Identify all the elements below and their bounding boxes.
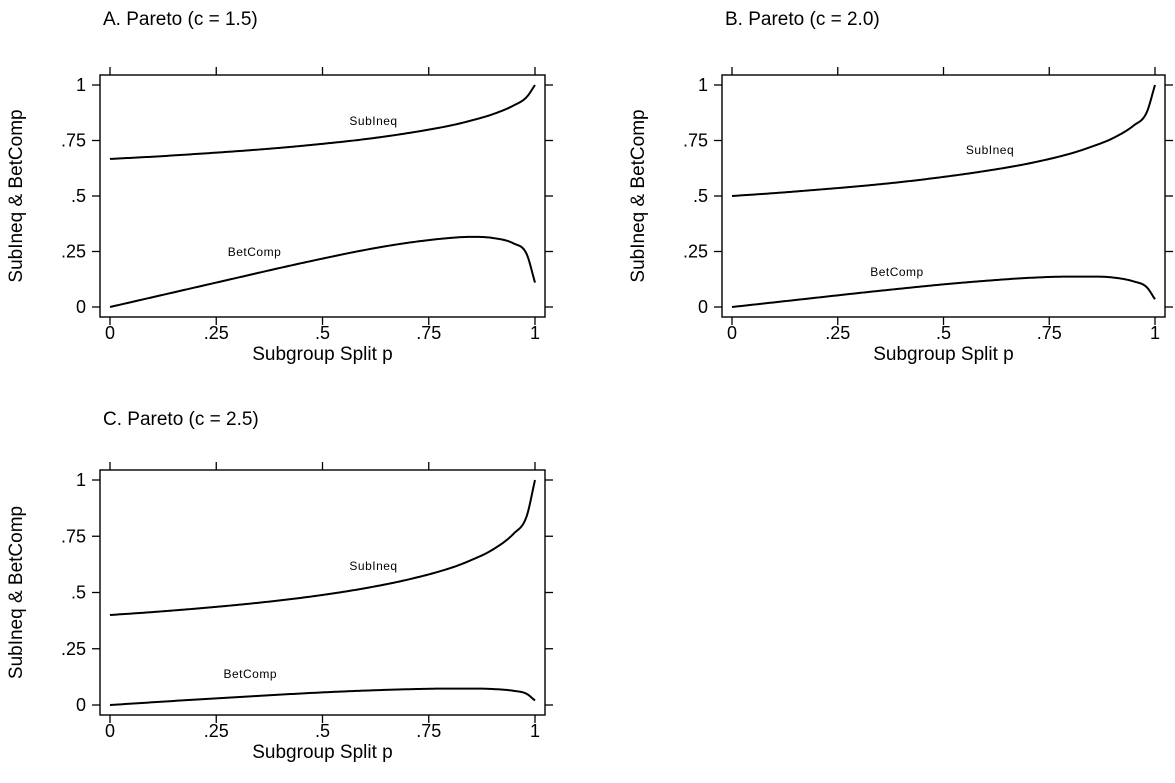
panel-b-series-betcomp-line <box>731 275 1156 308</box>
panel-b-series-subineq-line <box>731 84 1156 197</box>
panel-b-ylabel: SubIneq & BetComp <box>628 109 649 282</box>
panel-a-xtick-label: 1 <box>530 323 540 343</box>
panel-b-xtick-label: 1 <box>1150 323 1160 343</box>
panel-b-frame <box>721 74 1166 318</box>
panel-b-xlabel: Subgroup Split p <box>873 344 1014 365</box>
panel-c-xtick-label: .25 <box>204 721 229 741</box>
panel-a-title: A. Pareto (c = 1.5) <box>103 9 258 30</box>
panel-b-ytick-label: .5 <box>693 186 708 206</box>
panel-c-series-betcomp-line <box>109 687 536 706</box>
panel-b-xtick-label: .25 <box>825 323 850 343</box>
panel-b-xtick-label: 0 <box>727 323 737 343</box>
panel-a-series-subineq-line <box>109 84 536 160</box>
panel-a-xtick-label: .75 <box>416 323 441 343</box>
panel-c-series-subineq-label: SubIneq <box>349 559 397 573</box>
panel-a-series-betcomp-line <box>109 235 536 308</box>
panel-c-ytick-label: .5 <box>71 583 86 603</box>
panel-a-xtick-label: 0 <box>105 323 115 343</box>
panel-a-xlabel: Subgroup Split p <box>252 344 393 365</box>
panel-a-xtick-label: .25 <box>204 323 229 343</box>
panel-a-ytick-label: 0 <box>76 297 86 317</box>
panel-c-xtick-label: .5 <box>315 721 330 741</box>
panel-b-title: B. Pareto (c = 2.0) <box>725 9 880 30</box>
panel-b-xtick-label: .5 <box>936 323 951 343</box>
panel-a-ytick-label: .5 <box>71 186 86 206</box>
panel-a-ylabel: SubIneq & BetComp <box>6 109 27 282</box>
panel-c-xlabel: Subgroup Split p <box>252 742 393 763</box>
panel-b-ytick-label: .75 <box>683 131 708 151</box>
panel-b-series-subineq-label: SubIneq <box>966 143 1014 157</box>
panel-a-ytick-label: .25 <box>61 242 86 262</box>
panel-c-title: C. Pareto (c = 2.5) <box>103 409 259 430</box>
panel-b-ytick-label: 1 <box>698 75 708 95</box>
panel-a-frame <box>99 74 546 318</box>
panel-c-ylabel: SubIneq & BetComp <box>6 506 27 679</box>
panel-b-xtick-label: .75 <box>1037 323 1062 343</box>
panel-c-ytick-label: .25 <box>61 639 86 659</box>
panel-c-ytick-label: 1 <box>76 470 86 490</box>
panel-a-ytick-label: .75 <box>61 131 86 151</box>
panel-a-xtick-label: .5 <box>315 323 330 343</box>
panel-c-ytick-label: 0 <box>76 695 86 715</box>
panel-a-series-subineq-label: SubIneq <box>349 114 397 128</box>
panel-c-frame <box>99 469 546 716</box>
panel-b-ytick-label: 0 <box>698 297 708 317</box>
panel-c-xtick-label: 1 <box>530 721 540 741</box>
panel-a-ytick-label: 1 <box>76 75 86 95</box>
panel-c-xtick-label: .75 <box>416 721 441 741</box>
panel-c-series-subineq-line <box>109 479 536 616</box>
panel-a-series-betcomp-label: BetComp <box>228 245 282 259</box>
panel-b-series-betcomp-label: BetComp <box>870 265 924 279</box>
panel-c-series-betcomp-label: BetComp <box>223 667 277 681</box>
panel-b-ytick-label: .25 <box>683 242 708 262</box>
panel-c-xtick-label: 0 <box>105 721 115 741</box>
panel-c-ytick-label: .75 <box>61 526 86 546</box>
